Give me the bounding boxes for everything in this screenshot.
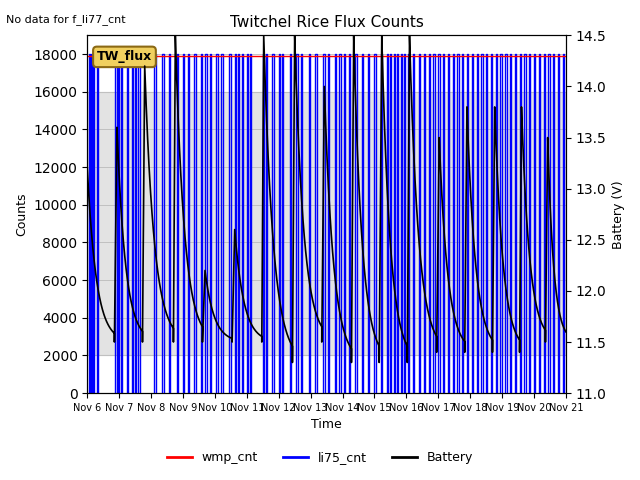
Text: TW_flux: TW_flux: [97, 50, 152, 63]
Legend: wmp_cnt, li75_cnt, Battery: wmp_cnt, li75_cnt, Battery: [162, 446, 478, 469]
Title: Twitchel Rice Flux Counts: Twitchel Rice Flux Counts: [230, 15, 424, 30]
X-axis label: Time: Time: [311, 419, 342, 432]
Text: No data for f_li77_cnt: No data for f_li77_cnt: [6, 14, 126, 25]
Y-axis label: Battery (V): Battery (V): [612, 180, 625, 249]
Bar: [87, 92, 566, 356]
Y-axis label: Counts: Counts: [15, 192, 28, 236]
